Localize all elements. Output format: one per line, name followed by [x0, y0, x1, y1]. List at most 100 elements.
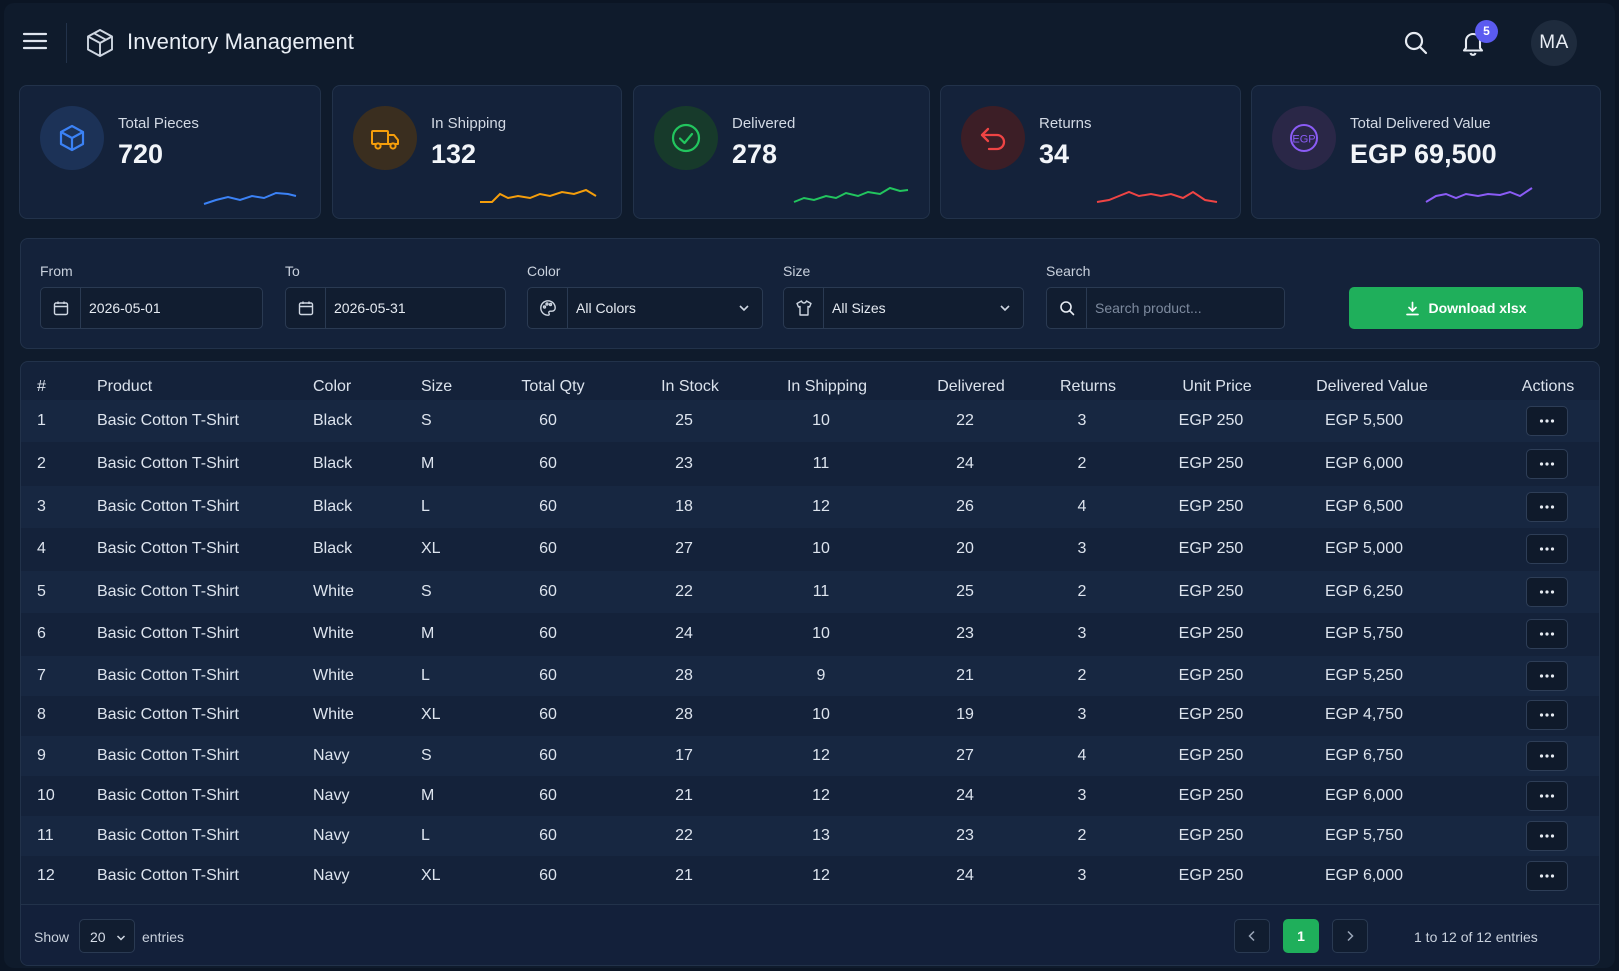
cell-delivered-value: EGP 4,750	[1325, 706, 1403, 723]
size-select[interactable]: All Sizes	[783, 287, 1024, 329]
row-actions-button[interactable]	[1526, 821, 1568, 851]
page-button-1[interactable]: 1	[1283, 919, 1319, 953]
table-row: 10 Basic Cotton T-Shirt Navy M 60 21 12 24 3 EGP …	[21, 776, 1599, 816]
cell-unit-price: EGP 250	[1178, 412, 1244, 429]
color-select[interactable]: All Colors	[527, 287, 763, 329]
cell-color: White	[313, 625, 354, 642]
row-actions-button[interactable]	[1526, 449, 1568, 479]
page-size-select[interactable]: 20	[79, 919, 135, 953]
cell-delivered-value: EGP 5,750	[1325, 625, 1403, 642]
row-actions-button[interactable]	[1526, 700, 1568, 730]
col-header-delivered: Delivered	[937, 378, 1005, 395]
cell-in-stock: 23	[675, 455, 693, 472]
cell-index: 6	[37, 625, 46, 642]
hamburger-menu-icon[interactable]	[22, 30, 48, 52]
table-row: 11 Basic Cotton T-Shirt Navy L 60 22 13 23 2 EGP …	[21, 816, 1599, 856]
cell-unit-price: EGP 250	[1178, 540, 1244, 557]
row-actions-button[interactable]	[1526, 619, 1568, 649]
cell-product: Basic Cotton T-Shirt	[97, 706, 239, 723]
cell-color: Black	[313, 455, 353, 472]
next-page-button[interactable]	[1332, 919, 1368, 953]
return-arrow-icon	[961, 106, 1025, 170]
table-footer: Show 20 entries 1 1 to 12 of 12 entries	[21, 904, 1599, 965]
cell-color: Black	[313, 412, 353, 429]
table-header: # Product Color Size Total Qty In Stock …	[21, 362, 1599, 408]
more-horizontal-icon	[1539, 632, 1555, 636]
prev-page-button[interactable]	[1234, 919, 1270, 953]
more-horizontal-icon	[1539, 794, 1555, 798]
notification-badge: 5	[1475, 20, 1498, 43]
more-horizontal-icon	[1539, 462, 1555, 466]
cell-delivered: 19	[956, 706, 974, 723]
cell-in-stock: 22	[675, 583, 693, 600]
search-icon[interactable]	[1403, 30, 1429, 56]
stat-card-delivered: Delivered 278	[633, 85, 930, 219]
avatar[interactable]: MA	[1531, 20, 1577, 66]
cell-delivered-value: EGP 5,000	[1325, 540, 1403, 557]
cell-in-stock: 22	[675, 827, 693, 844]
cell-product: Basic Cotton T-Shirt	[97, 455, 239, 472]
row-actions-button[interactable]	[1526, 781, 1568, 811]
stat-label: Total Delivered Value	[1350, 115, 1491, 132]
row-actions-button[interactable]	[1526, 661, 1568, 691]
cell-product: Basic Cotton T-Shirt	[97, 747, 239, 764]
cell-index: 12	[37, 867, 55, 884]
sparkline-in-shipping	[480, 188, 597, 203]
cell-color: Navy	[313, 787, 350, 804]
more-horizontal-icon	[1539, 834, 1555, 838]
cell-index: 4	[37, 540, 46, 557]
cell-unit-price: EGP 250	[1178, 498, 1244, 515]
cell-unit-price: EGP 250	[1178, 747, 1244, 764]
row-actions-button[interactable]	[1526, 406, 1568, 436]
to-date-field[interactable]: 2026-05-31	[285, 287, 506, 329]
cell-delivered: 24	[956, 455, 974, 472]
download-xlsx-button[interactable]: Download xlsx	[1349, 287, 1583, 329]
table-row: 1 Basic Cotton T-Shirt Black S 60 25 10 22 3 EGP …	[21, 400, 1599, 442]
cell-size: S	[421, 412, 432, 429]
row-actions-button[interactable]	[1526, 741, 1568, 771]
cell-in-stock: 28	[675, 706, 693, 723]
notifications-button[interactable]: 5	[1459, 20, 1498, 57]
cell-delivered: 20	[956, 540, 974, 557]
cell-in-stock: 21	[675, 867, 693, 884]
cell-total-qty: 60	[539, 625, 557, 642]
cell-delivered-value: EGP 5,250	[1325, 667, 1403, 684]
chevron-down-icon	[739, 305, 749, 312]
row-actions-button[interactable]	[1526, 534, 1568, 564]
cell-product: Basic Cotton T-Shirt	[97, 540, 239, 557]
stat-card-returns: Returns 34	[940, 85, 1241, 219]
entries-summary: 1 to 12 of 12 entries	[1414, 929, 1538, 945]
chevron-left-icon	[1248, 930, 1255, 942]
header-divider	[66, 23, 67, 63]
palette-icon	[528, 288, 568, 328]
row-actions-button[interactable]	[1526, 492, 1568, 522]
cell-index: 11	[37, 827, 54, 844]
cell-returns: 2	[1077, 583, 1087, 600]
check-circle-icon	[654, 106, 718, 170]
from-date-field[interactable]: 2026-05-01	[40, 287, 263, 329]
cell-in-stock: 27	[675, 540, 693, 557]
col-header-actions: Actions	[1521, 378, 1575, 395]
cell-in-stock: 17	[675, 747, 693, 764]
download-button-label: Download xlsx	[1428, 300, 1527, 316]
more-horizontal-icon	[1539, 674, 1555, 678]
cell-size: S	[421, 747, 432, 764]
cell-in-stock: 25	[675, 412, 693, 429]
cell-size: M	[421, 787, 435, 804]
cell-delivered-value: EGP 5,750	[1325, 827, 1403, 844]
cell-returns: 3	[1077, 706, 1087, 723]
row-actions-button[interactable]	[1526, 861, 1568, 891]
stat-label: Total Pieces	[118, 115, 199, 132]
search-input[interactable]	[1087, 288, 1284, 328]
cell-total-qty: 60	[539, 583, 557, 600]
cell-index: 10	[37, 787, 55, 804]
table-row: 9 Basic Cotton T-Shirt Navy S 60 17 12 27 4 EGP 2…	[21, 736, 1599, 776]
row-actions-button[interactable]	[1526, 577, 1568, 607]
cell-product: Basic Cotton T-Shirt	[97, 498, 239, 515]
cell-product: Basic Cotton T-Shirt	[97, 625, 239, 642]
search-label: Search	[1046, 263, 1091, 279]
cell-in-shipping: 10	[812, 625, 830, 642]
cell-size: L	[421, 498, 430, 515]
stat-value: 278	[732, 139, 778, 169]
to-date-value: 2026-05-31	[334, 300, 406, 316]
